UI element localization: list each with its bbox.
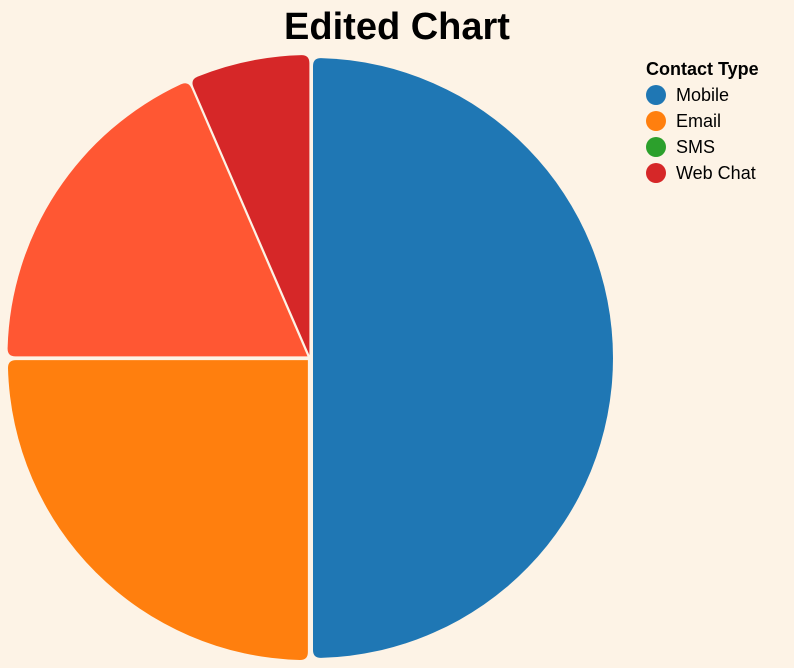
legend-item-email: Email [646,108,759,134]
legend-item-sms: SMS [646,134,759,160]
legend: Contact Type Mobile Email SMS Web Chat [646,58,759,186]
legend-swatch-sms [646,137,666,157]
legend-label-email: Email [676,110,722,131]
pie-slice-email [7,360,308,661]
legend-label-mobile: Mobile [676,84,730,105]
legend-item-web-chat: Web Chat [646,160,759,186]
legend-items: Mobile Email SMS Web Chat [646,82,759,186]
legend-swatch-web-chat [646,163,666,183]
pie-slice-web-chat [192,55,310,356]
legend-title: Contact Type [646,59,759,79]
legend-item-mobile: Mobile [646,82,759,108]
legend-swatch-email [646,111,666,131]
pie-slice-mobile [313,58,613,658]
legend-label-sms: SMS [676,136,716,157]
pie-slice-unlabeled [7,83,308,357]
legend-swatch-mobile [646,85,666,105]
legend-label-web-chat: Web Chat [676,162,756,183]
chart-title: Edited Chart [284,6,510,48]
